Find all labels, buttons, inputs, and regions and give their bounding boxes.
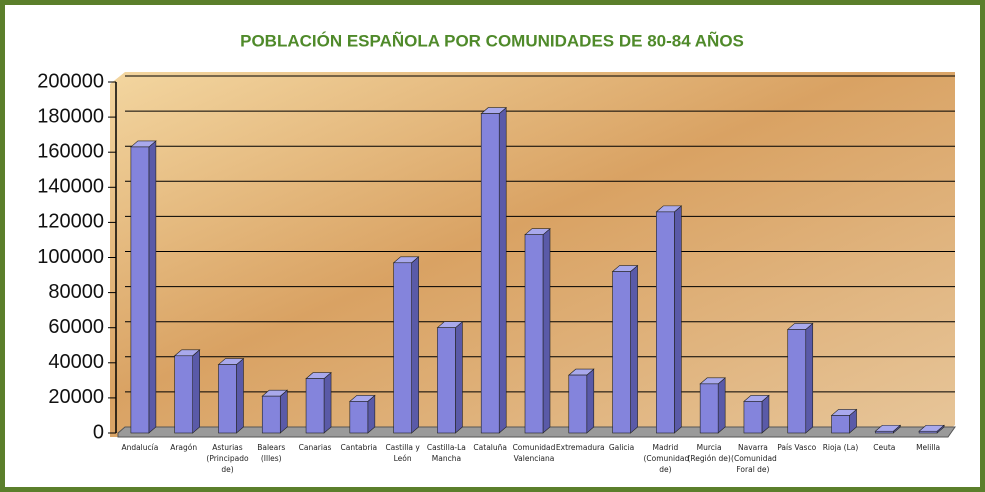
y-tick-label: 180000 — [37, 105, 104, 127]
x-tick-label: Aragón — [162, 442, 206, 453]
x-tick-label: Murcia (Región de) — [687, 442, 731, 464]
bar — [832, 415, 850, 433]
x-tick-label: Navarra (Comunidad Foral de) — [731, 442, 775, 475]
bar-side — [762, 395, 769, 433]
x-tick-label: Cantabria — [337, 442, 381, 453]
bar — [437, 328, 455, 433]
bar-side — [236, 359, 243, 433]
bar — [613, 272, 631, 433]
y-tick-label: 100000 — [37, 246, 104, 268]
bar — [218, 365, 236, 433]
bar-side — [587, 369, 594, 433]
bar — [350, 401, 368, 433]
y-tick-label: 200000 — [37, 70, 104, 92]
y-tick-label: 60000 — [48, 316, 104, 338]
bar — [394, 263, 412, 433]
bar-side — [149, 141, 156, 433]
x-tick-label: Cataluña — [468, 442, 512, 453]
bar — [131, 147, 149, 433]
x-tick-label: Comunidad Valenciana — [512, 442, 556, 464]
x-tick-label: Castilla y León — [381, 442, 425, 464]
bar — [656, 212, 674, 433]
bar-side — [631, 266, 638, 433]
bar-side — [412, 257, 419, 433]
bar-side — [280, 390, 287, 433]
page: POBLACIÓN ESPAÑOLA POR COMUNIDADES DE 80… — [0, 0, 985, 492]
y-tick-label: 20000 — [48, 386, 104, 408]
y-tick-label: 80000 — [48, 281, 104, 303]
bar-side — [368, 395, 375, 433]
bar — [700, 384, 718, 433]
bar — [481, 114, 499, 433]
bar — [525, 235, 543, 433]
chart-title: POBLACIÓN ESPAÑOLA POR COMUNIDADES DE 80… — [240, 30, 744, 50]
x-tick-label: Castilla-La Mancha — [425, 442, 469, 464]
x-tick-label: Asturias (Principado de) — [206, 442, 250, 475]
bar — [175, 356, 193, 433]
x-tick-label: País Vasco — [775, 442, 819, 453]
x-tick-label: Ceuta — [862, 442, 906, 453]
x-tick-label: Melilla — [906, 442, 950, 453]
bar — [744, 401, 762, 433]
x-tick-label: Balears (Illes) — [249, 442, 293, 464]
bar-side — [193, 350, 200, 433]
bar-side — [543, 229, 550, 433]
x-tick-label: Madrid (Comunidad de) — [643, 442, 687, 475]
bar — [875, 431, 893, 433]
bar — [262, 396, 280, 433]
x-tick-label: Galicia — [600, 442, 644, 453]
bar-side — [499, 108, 506, 433]
y-tick-label: 140000 — [37, 176, 104, 198]
bar-side — [806, 323, 813, 433]
bar — [569, 375, 587, 433]
y-tick-label: 160000 — [37, 140, 104, 162]
bar-side — [324, 373, 331, 433]
x-tick-label: Rioja (La) — [819, 442, 863, 453]
y-tick-label: 0 — [93, 421, 104, 443]
x-tick-label: Extremadura — [556, 442, 600, 453]
bar — [788, 329, 806, 433]
x-tick-label: Andalucía — [118, 442, 162, 453]
bar — [306, 379, 324, 433]
bar — [919, 431, 937, 433]
bar-side — [455, 322, 462, 433]
x-tick-label: Canarias — [293, 442, 337, 453]
y-tick-label: 120000 — [37, 211, 104, 233]
chart: POBLACIÓN ESPAÑOLA POR COMUNIDADES DE 80… — [0, 0, 985, 492]
bar-side — [718, 378, 725, 433]
bar-side — [674, 206, 681, 433]
y-tick-label: 40000 — [48, 351, 104, 373]
